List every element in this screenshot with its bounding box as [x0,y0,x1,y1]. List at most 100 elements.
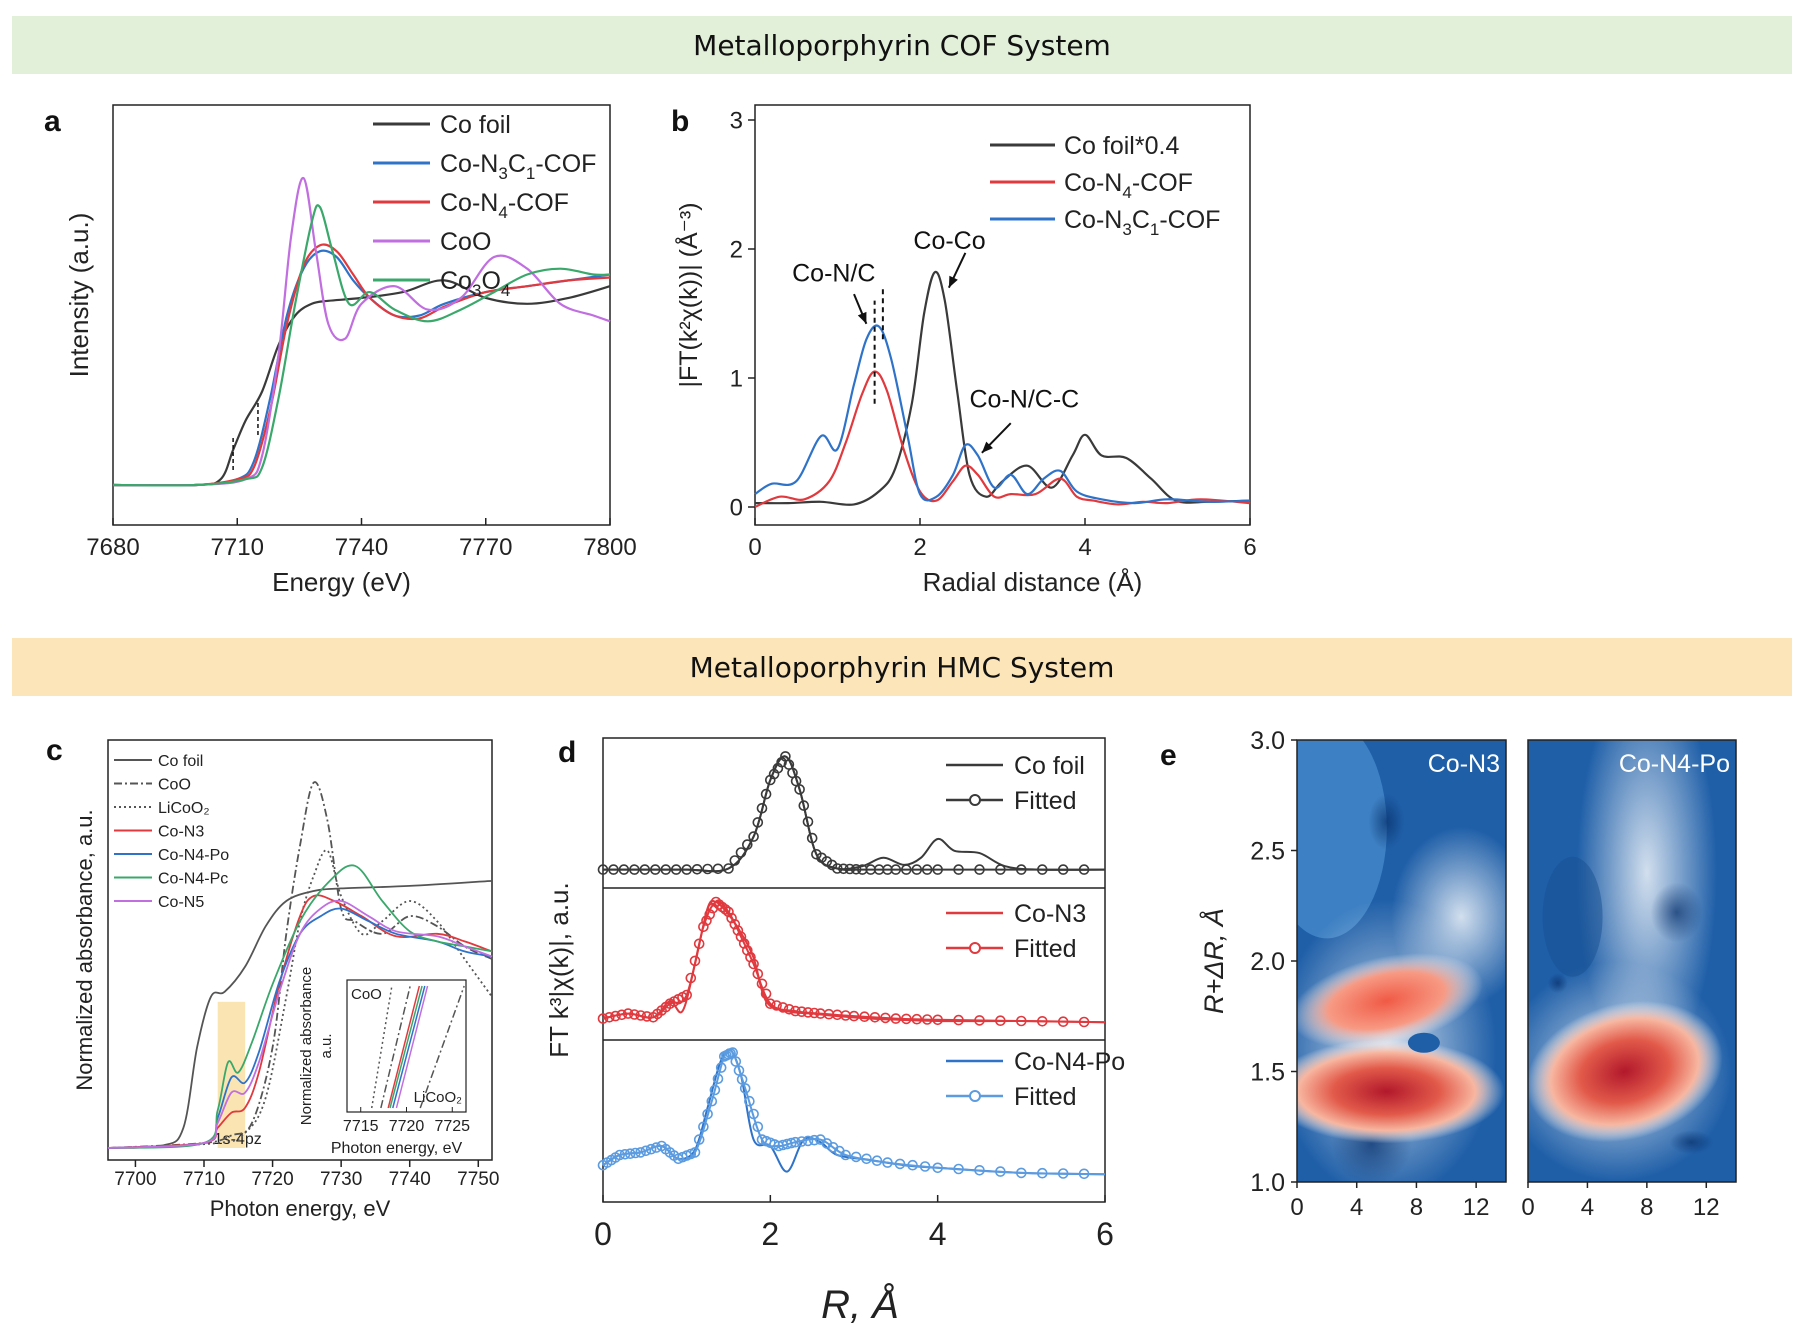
panel-b-annotation: Co-N/C [792,259,875,287]
panel-a-legend-label: Co3O4 [440,267,510,300]
panel-d-1-fit-marker [681,864,693,875]
panel-d-3-fit-marker [640,1145,652,1157]
panel-d-1-fit-marker [629,864,640,875]
panel-c-inset-label: LiCoO₂ [414,1089,463,1106]
panel-c-ylabel: Normalized absorbance, a.u. [72,809,97,1090]
panel-e-ytick-label: 1.5 [1250,1059,1285,1087]
panel-e-map-region [1669,1130,1714,1155]
panel-b-series-co-n4-cof [754,370,1251,509]
panel-d-1-fit-marker [691,863,703,875]
panel-d-2-fit-marker [790,1005,801,1017]
panel-e-xtick-label: 4 [1350,1194,1363,1221]
panel-d-2-fit-marker [635,1010,647,1021]
panel-d-2-fit-marker [1037,1015,1048,1027]
panel-e-map-region [1297,740,1387,939]
panel-e-xtick-label: 8 [1640,1194,1653,1221]
panel-d-legend-label: Fitted [1014,1083,1077,1111]
panel-e-ytick-label: 1.0 [1250,1169,1285,1197]
panel-d-3-fit-marker [919,1161,931,1172]
panel-d-1-fit-marker [649,864,661,875]
panel-d-3-fit-marker [693,1134,705,1145]
panel-e-xtick-label: 0 [1521,1194,1534,1221]
panel-d-1-fit-marker [995,864,1006,875]
panel-d-2-fit-marker [698,921,709,933]
panel-d-legend-marker [969,942,981,954]
panel-d-3-fit-marker [953,1163,964,1175]
panel-e-xtick-label: 4 [1581,1194,1594,1221]
panel-c-legend-label: Co-N4-Po [158,847,229,864]
panel-d-2-fit-marker [859,1011,870,1023]
panel-d-1-fit-marker [760,788,772,800]
panel-d-legend-marker [969,794,981,806]
panel-c-legend-label: Co foil [158,753,203,770]
panel-d-1-fit-marker [741,839,753,850]
panel-d-3-fit-marker [796,1136,808,1147]
panel-d-3-fit-marker [619,1149,631,1160]
panel-d-2-fit-marker [953,1014,964,1026]
panel-d-2-fit-marker [597,1013,609,1024]
panel-d-1-fit-marker [844,863,856,875]
panel-d-1-fit-marker [608,864,619,875]
panel-b-series-co-n3c1-cof [754,324,1251,505]
panel-b-xtick-label: 2 [913,534,926,561]
panel-d-2-fit-marker [796,1006,808,1018]
panel-d-3-fit-marker [709,1084,721,1096]
panel-d-3-fit-marker [739,1083,751,1094]
panel-d-1-fit-marker [712,863,724,875]
panel-d-3-fit-marker [808,1134,820,1146]
panel-c-inset-line [419,985,465,1109]
panel-d-legend-label: Co foil [1014,752,1085,780]
panel-d-1-fit-marker [794,784,805,795]
panel-d-2-fit-marker [603,1011,615,1023]
panel-a-legend-label: Co foil [440,111,511,139]
panel-d-2-fit-marker [729,918,741,930]
panel-d-1-fit-marker [806,832,818,844]
panel-d-3-fit-marker [635,1147,646,1158]
panel-d-2-fit-marker [616,1009,628,1021]
panel-c-inset-xtick-label: 7725 [434,1118,470,1135]
cof-system-title: Metalloporphyrin COF System [693,28,1111,62]
panel-d-3-fit-marker [736,1074,748,1085]
panel-b-ytick-label: 1 [730,365,743,392]
panel-d-2-fit-marker [890,1013,902,1024]
panel-d-3-fit-marker [907,1159,918,1171]
panel-c-series-coo [107,781,493,1149]
panel-d-1-fit-marker [723,863,734,874]
panel-e-ytick-label: 3.0 [1250,727,1285,755]
panel-c-xtick-label: 7730 [320,1169,362,1190]
panel-d-3-fit-marker [861,1153,872,1165]
panel-d-2-fit-marker [1015,1015,1027,1027]
panel-c-inset-xtick-label: 7715 [343,1118,379,1135]
panel-d-legend-label: Fitted [1014,787,1077,815]
panel-a-xlabel: Energy (eV) [272,567,411,597]
panel-d-3-fit-marker [840,1149,851,1161]
panel-b-ytick-label: 2 [730,236,743,263]
panel-label-c: c [46,734,63,767]
panel-d-2-fit-marker [760,988,772,1000]
panel-e-map-frame [1527,739,1737,1183]
panel-a-ylabel: Intensity (a.u.) [64,213,94,378]
panel-d-2-fit-marker [723,906,734,918]
panel-d-3-fit-marker [624,1148,636,1159]
panel-a-xtick-label: 7800 [583,534,636,561]
panel-c-inset-line [395,985,429,1109]
panel-d-2-fit-marker [701,915,712,926]
panel-e-map-region [1542,856,1603,977]
panel-d-1-fit-marker [1078,864,1090,875]
panel-d-2-fit-marker [764,998,776,1010]
panel-a-series-co-n4-cof [112,243,611,487]
panel-d-3-fit-marker [974,1165,985,1176]
panel-e-xtick-label: 12 [1693,1194,1720,1221]
panel-d-1-fit-marker [735,847,747,858]
panel-e-ylabel: R+ΔR, Å [1198,908,1229,1014]
panel-d-2-fit-marker [802,1007,814,1018]
panel-label-e: e [1160,739,1177,772]
panel-d-xtick-label: 0 [594,1216,612,1252]
panel-c-inset-ylabel-line2: a.u. [318,1033,335,1058]
panel-d-3-fit-marker [882,1157,893,1168]
panel-d-3-fit-marker [702,1108,713,1120]
panel-d-3-fit-marker [630,1147,641,1159]
panel-d-3-fit-marker [715,1062,727,1073]
panel-e-map-region [1297,1039,1505,1144]
panel-d-3-fit-marker [932,1162,944,1174]
